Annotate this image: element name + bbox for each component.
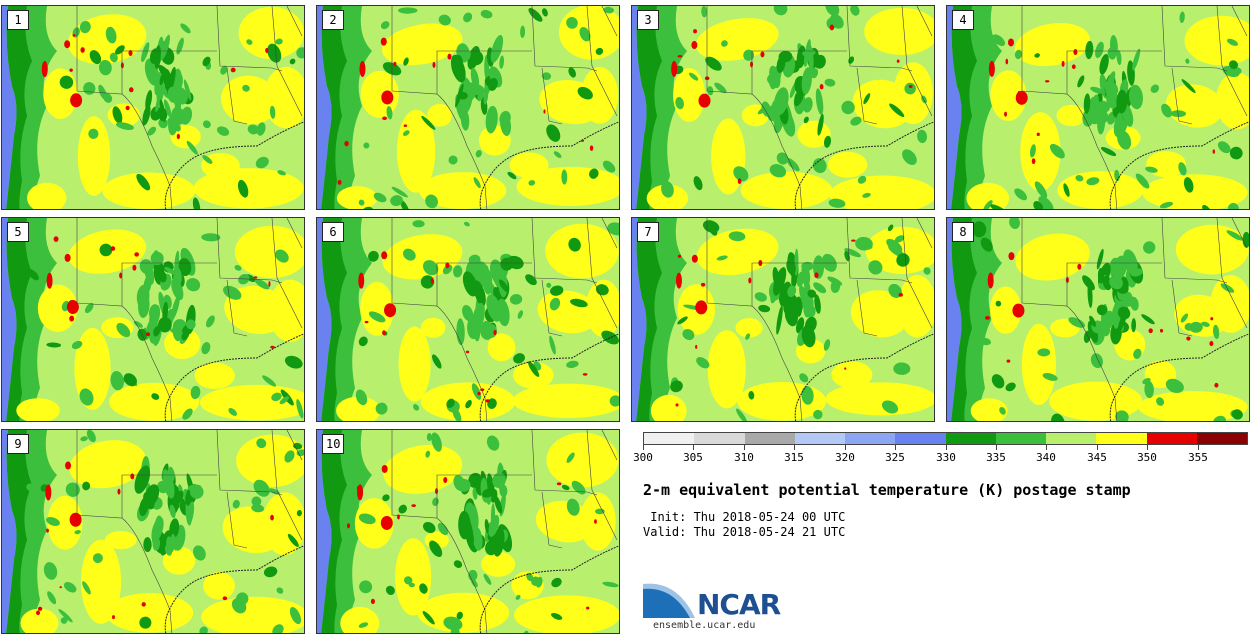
map-panel: 6 <box>316 217 620 422</box>
colorbar-segment <box>895 433 946 444</box>
member-number-label: 3 <box>637 10 659 30</box>
colorbar-tick <box>946 445 947 450</box>
valid-time: Valid: Thu 2018-05-24 21 UTC <box>643 525 846 539</box>
colorbar-tick <box>693 445 694 450</box>
colorbar-tick <box>1097 445 1098 450</box>
colorbar-segment <box>1196 433 1247 444</box>
member-number-label: 1 <box>7 10 29 30</box>
colorbar-segment <box>1046 433 1097 444</box>
map-panel: 3 <box>631 5 935 210</box>
member-number-label: 4 <box>952 10 974 30</box>
colorbar-tick <box>1198 445 1199 450</box>
colorbar-tick <box>744 445 745 450</box>
map-panel: 1 <box>1 5 305 210</box>
colorbar-tick <box>1046 445 1047 450</box>
map-panel: 4 <box>946 5 1250 210</box>
colorbar <box>643 432 1248 445</box>
colorbar-tick-label: 355 <box>1188 451 1208 464</box>
colorbar-tick-label: 330 <box>936 451 956 464</box>
member-number-label: 5 <box>7 222 29 242</box>
colorbar-ticks: 300 305 310 315 320 325 330 335 340 345 350 355 <box>633 445 1248 465</box>
colorbar-segment <box>694 433 745 444</box>
member-number-label: 8 <box>952 222 974 242</box>
member-number-label: 7 <box>637 222 659 242</box>
colorbar-tick-label: 300 <box>633 451 653 464</box>
colorbar-segment <box>644 433 695 444</box>
map-panel: 9 <box>1 429 305 634</box>
colorbar-segment <box>945 433 996 444</box>
colorbar-tick-label: 350 <box>1137 451 1157 464</box>
figure-title: 2-m equivalent potential temperature (K)… <box>643 481 1131 499</box>
colorbar-segment <box>1096 433 1147 444</box>
ncar-logo-text: NCAR <box>697 588 781 621</box>
map-panel: 8 <box>946 217 1250 422</box>
member-number-label: 10 <box>322 434 345 454</box>
colorbar-tick <box>895 445 896 450</box>
map-panel: 7 <box>631 217 935 422</box>
member-number-label: 6 <box>322 222 344 242</box>
colorbar-tick-label: 340 <box>1036 451 1056 464</box>
colorbar-tick-label: 335 <box>986 451 1006 464</box>
colorbar-segment <box>1146 433 1197 444</box>
colorbar-segment <box>794 433 845 444</box>
colorbar-tick-label: 315 <box>784 451 804 464</box>
init-time: Init: Thu 2018-05-24 00 UTC <box>643 510 846 524</box>
map-panel: 10 <box>316 429 620 634</box>
ncar-logo-icon <box>643 583 695 618</box>
colorbar-tick <box>845 445 846 450</box>
source-url: ensemble.ucar.edu <box>653 620 756 631</box>
member-number-label: 2 <box>322 10 344 30</box>
member-number-label: 9 <box>7 434 29 454</box>
colorbar-tick-label: 305 <box>683 451 703 464</box>
map-panel: 2 <box>316 5 620 210</box>
colorbar-tick <box>794 445 795 450</box>
colorbar-segment <box>744 433 795 444</box>
colorbar-tick-label: 320 <box>835 451 855 464</box>
colorbar-tick-label: 345 <box>1087 451 1107 464</box>
colorbar-segment <box>995 433 1046 444</box>
colorbar-tick-label: 310 <box>734 451 754 464</box>
colorbar-tick-label: 325 <box>885 451 905 464</box>
colorbar-tick <box>643 445 644 450</box>
colorbar-tick <box>1147 445 1148 450</box>
map-panel: 5 <box>1 217 305 422</box>
colorbar-segment <box>845 433 896 444</box>
colorbar-tick <box>996 445 997 450</box>
